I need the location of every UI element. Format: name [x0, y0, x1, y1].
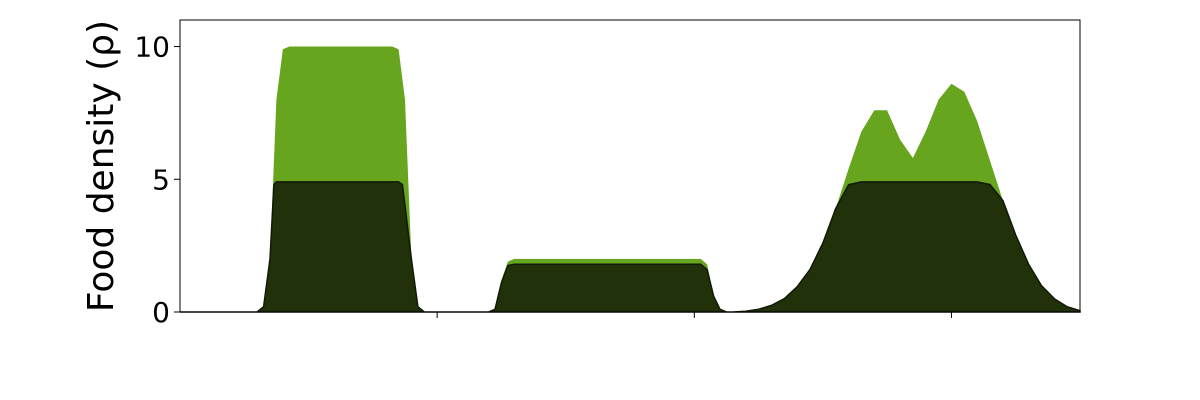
- plot-frame: [179, 19, 1081, 313]
- y-tick-label: 5: [152, 163, 170, 196]
- y-axis-label: Food density (ρ): [81, 20, 122, 312]
- series-layer: [180, 46, 1081, 313]
- y-tick-label: 10: [134, 31, 170, 64]
- y-tick-label: 0: [152, 296, 170, 329]
- tick-layer: 0 5 10: [134, 31, 952, 329]
- series-area-2: [180, 181, 1081, 313]
